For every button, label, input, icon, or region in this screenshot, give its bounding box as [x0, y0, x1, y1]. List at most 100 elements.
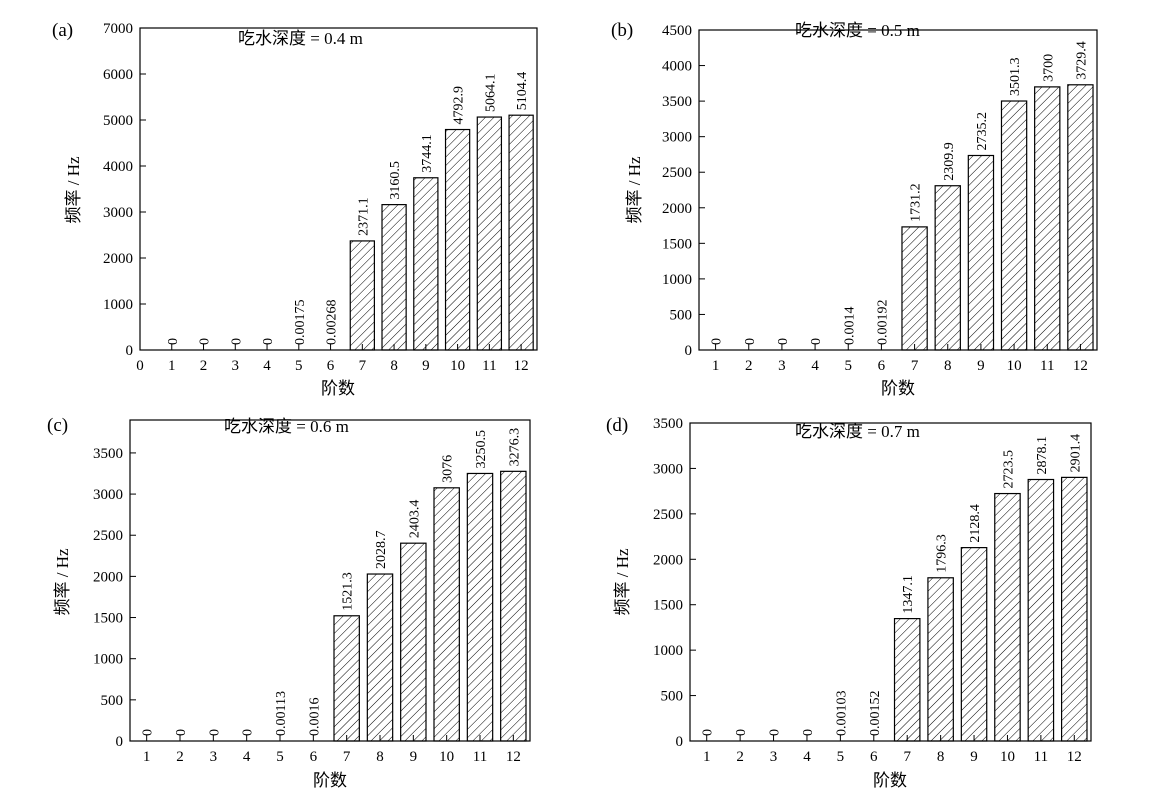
y-tick-label: 5000: [103, 113, 133, 129]
data-label: 1521.3: [341, 572, 356, 611]
x-tick-label: 4: [243, 749, 251, 765]
bar: [960, 547, 988, 742]
x-tick-label: 12: [506, 749, 521, 765]
bar: [901, 226, 928, 351]
bar: [400, 542, 427, 742]
bar: [433, 487, 460, 742]
x-tick-label: 1: [712, 358, 720, 374]
plot-area: 0 0 0 0 0.00103 0.00152 1347.1 1796.3 2128.4 2723…: [653, 416, 1092, 765]
x-tick-label: 9: [977, 358, 985, 374]
bar: [934, 185, 961, 351]
y-tick-label: 4000: [662, 59, 692, 75]
data-label: 0.0014: [842, 307, 857, 346]
bar: [1027, 478, 1055, 742]
y-axis-title: 频率 / Hz: [625, 156, 644, 223]
bar: [967, 154, 995, 351]
data-label: 2371.1: [356, 197, 371, 236]
y-tick-label: 3500: [662, 94, 692, 110]
data-label: 0: [710, 338, 725, 345]
x-tick-label: 1: [143, 749, 151, 765]
y-tick-label: 1000: [93, 652, 123, 668]
data-label: 3501.3: [1008, 58, 1023, 97]
x-tick-label: 7: [359, 358, 367, 374]
plot-area: 0 0 0 0 0.00175 0.002682371.13160.53744.14792…: [103, 21, 538, 374]
x-tick-label: 2: [176, 749, 184, 765]
y-tick-label: 3000: [653, 461, 683, 477]
x-tick-label: 3: [770, 749, 778, 765]
x-tick-label: 2: [736, 749, 744, 765]
x-tick-label: 11: [1040, 358, 1054, 374]
x-tick-label: 5: [837, 749, 845, 765]
x-tick-label: 3: [232, 358, 240, 374]
x-axis-title: 阶数: [313, 771, 347, 790]
y-tick-label: 500: [670, 307, 693, 323]
bar: [466, 472, 494, 742]
bar: [333, 615, 360, 742]
x-tick-label: 7: [903, 749, 911, 765]
y-tick-label: 2000: [93, 569, 123, 585]
data-label: 3729.4: [1074, 41, 1089, 80]
data-label: 2735.2: [975, 112, 990, 151]
data-label: 0: [261, 338, 276, 345]
x-tick-label: 12: [514, 358, 529, 374]
bar: [1067, 84, 1094, 351]
data-label: 0: [701, 729, 716, 736]
bar: [500, 470, 527, 742]
data-label: 4792.9: [452, 86, 467, 125]
data-label: 0.00175: [293, 300, 308, 346]
data-label: 2309.9: [942, 142, 957, 181]
data-label: 0: [809, 338, 824, 345]
y-tick-label: 2500: [93, 528, 123, 544]
panel-b: (b) 吃水深度 = 0.5 m 频率 / Hz 阶数 0 0 0 0 0.0014 0.…: [611, 20, 1098, 398]
y-tick-label: 1500: [653, 598, 683, 614]
y-tick-label: 2000: [662, 201, 692, 217]
x-tick-label: 8: [390, 358, 398, 374]
y-tick-label: 0: [685, 343, 693, 359]
y-tick-label: 2000: [103, 251, 133, 267]
y-tick-label: 1500: [662, 236, 692, 252]
bar: [893, 618, 921, 742]
x-axis-title: 阶数: [873, 771, 907, 790]
x-tick-label: 6: [870, 749, 878, 765]
x-tick-label: 2: [745, 358, 753, 374]
x-tick-label: 5: [276, 749, 284, 765]
y-tick-label: 1000: [103, 297, 133, 313]
y-tick-label: 6000: [103, 67, 133, 83]
axes-frame: [129, 419, 531, 742]
x-tick-label: 6: [878, 358, 886, 374]
x-tick-label: 1: [168, 358, 176, 374]
x-tick-label: 4: [803, 749, 811, 765]
data-label: 0: [743, 338, 758, 345]
data-label: 0: [801, 729, 816, 736]
y-axis-title: 频率 / Hz: [64, 156, 83, 223]
bar: [1000, 100, 1028, 351]
y-tick-label: 1000: [662, 272, 692, 288]
x-tick-label: 10: [439, 749, 454, 765]
x-tick-label: 8: [376, 749, 384, 765]
bar: [349, 240, 375, 351]
data-label: 5104.4: [515, 72, 530, 111]
data-label: 0: [174, 729, 189, 736]
x-axis-title: 阶数: [321, 379, 355, 398]
y-tick-label: 3000: [93, 487, 123, 503]
bar: [366, 573, 394, 742]
x-tick-label: 2: [200, 358, 208, 374]
x-axis-title: 阶数: [881, 379, 915, 398]
data-label: 2723.5: [1001, 450, 1016, 489]
y-tick-label: 7000: [103, 21, 133, 37]
axes-frame: [698, 29, 1098, 351]
x-tick-label: 12: [1067, 749, 1082, 765]
x-tick-label: 10: [450, 358, 465, 374]
data-label: 2128.4: [968, 504, 983, 543]
data-label: 3276.3: [507, 428, 522, 467]
data-label: 0: [229, 338, 244, 345]
y-tick-label: 2500: [653, 507, 683, 523]
y-tick-label: 0: [676, 734, 684, 750]
axes-frame: [139, 27, 538, 351]
data-label: 2878.1: [1035, 436, 1050, 475]
y-tick-label: 3500: [93, 446, 123, 462]
data-label: 0: [241, 729, 256, 736]
bar: [927, 577, 954, 742]
x-tick-label: 7: [343, 749, 351, 765]
x-tick-label: 3: [778, 358, 786, 374]
